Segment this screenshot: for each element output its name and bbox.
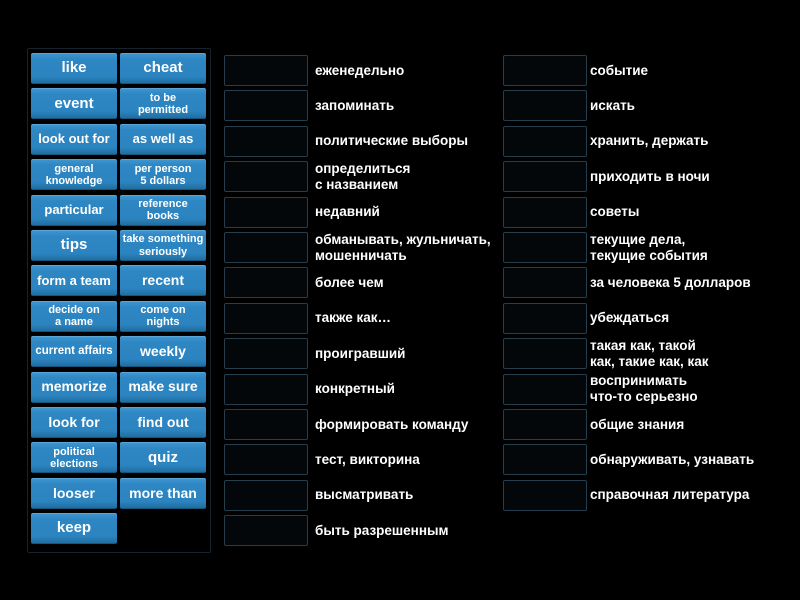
- answer-tile[interactable]: as well as: [120, 123, 206, 155]
- answer-tile[interactable]: general knowledge: [31, 159, 117, 191]
- drop-slot[interactable]: [224, 161, 308, 193]
- answer-tile[interactable]: current affairs: [31, 336, 117, 368]
- answer-tile[interactable]: particular: [31, 194, 117, 226]
- definition-label: обманывать, жульничать, мошенничать: [315, 231, 491, 263]
- drop-slot[interactable]: [503, 125, 587, 157]
- definition-label: политические выборы: [315, 133, 469, 149]
- answer-tile[interactable]: look for: [31, 407, 117, 438]
- answer-tile[interactable]: form a team: [31, 265, 117, 297]
- answer-tile[interactable]: decide on a name: [31, 300, 117, 332]
- answer-tile[interactable]: come on nights: [120, 300, 206, 332]
- answer-tile[interactable]: like: [31, 53, 117, 84]
- drop-slot[interactable]: [503, 55, 587, 86]
- answer-tile[interactable]: make sure: [120, 371, 206, 403]
- answer-tile[interactable]: more than: [120, 477, 206, 509]
- answer-tile[interactable]: memorize: [31, 371, 117, 403]
- definition-label: убеждаться: [590, 310, 670, 326]
- drop-slot[interactable]: [503, 232, 587, 263]
- definition-label: такая как, такой как, такие как, как: [590, 337, 709, 369]
- drop-slot[interactable]: [224, 196, 308, 228]
- drop-slot[interactable]: [224, 125, 308, 157]
- drop-slot[interactable]: [224, 515, 308, 547]
- answer-tile[interactable]: tips: [31, 230, 117, 261]
- definition-label: запоминать: [315, 97, 395, 113]
- drop-slot[interactable]: [503, 90, 587, 122]
- answer-tile[interactable]: to be permitted: [120, 88, 206, 120]
- definition-label: тест, викторина: [315, 451, 420, 467]
- definition-label: также как…: [315, 310, 392, 326]
- drop-slot[interactable]: [503, 338, 587, 370]
- answer-tile[interactable]: looser: [31, 477, 117, 509]
- definition-label: текущие дела, текущие события: [590, 231, 708, 263]
- drop-slot[interactable]: [503, 267, 587, 299]
- drop-slot[interactable]: [503, 302, 587, 334]
- definition-label: проигравший: [315, 345, 406, 361]
- definition-label: приходить в ночи: [590, 168, 710, 184]
- answer-tile-tray: [27, 48, 211, 553]
- answer-tile[interactable]: per person 5 dollars: [120, 159, 206, 191]
- definition-label: искать: [590, 97, 635, 113]
- answer-tile[interactable]: event: [31, 88, 117, 120]
- drop-slot[interactable]: [503, 373, 587, 405]
- definition-label: справочная литература: [590, 487, 750, 503]
- definition-label: советы: [590, 204, 640, 220]
- answer-tile[interactable]: political elections: [31, 442, 117, 474]
- drop-slot[interactable]: [224, 479, 308, 511]
- definition-label: формировать команду: [315, 416, 469, 432]
- answer-tile[interactable]: look out for: [31, 123, 117, 155]
- definition-label: более чем: [315, 274, 384, 290]
- answer-tile[interactable]: take something seriously: [120, 230, 206, 261]
- drop-slot[interactable]: [224, 232, 308, 263]
- answer-tile[interactable]: reference books: [120, 194, 206, 226]
- definition-label: воспринимать что-то серьезно: [590, 373, 698, 405]
- definition-label: событие: [590, 62, 649, 78]
- definition-label: обнаруживать, узнавать: [590, 451, 755, 467]
- definition-label: высматривать: [315, 487, 414, 503]
- definition-label: еженедельно: [315, 62, 405, 78]
- drop-slot[interactable]: [224, 338, 308, 370]
- drop-slot[interactable]: [503, 409, 587, 440]
- drop-slot[interactable]: [224, 373, 308, 405]
- drop-slot[interactable]: [224, 55, 308, 86]
- drop-slot[interactable]: [224, 444, 308, 476]
- answer-tile[interactable]: recent: [120, 265, 206, 297]
- definition-label: за человека 5 долларов: [590, 274, 751, 290]
- drop-slot[interactable]: [503, 196, 587, 228]
- answer-tile[interactable]: cheat: [120, 53, 206, 84]
- definition-label: быть разрешенным: [315, 522, 449, 538]
- drop-slot[interactable]: [224, 267, 308, 299]
- answer-tile[interactable]: find out: [120, 407, 206, 438]
- answer-tile[interactable]: weekly: [120, 336, 206, 368]
- drop-slot[interactable]: [503, 479, 587, 511]
- definition-label: недавний: [315, 204, 380, 220]
- drop-slot[interactable]: [503, 444, 587, 476]
- drop-slot[interactable]: [224, 90, 308, 122]
- answer-tile[interactable]: quiz: [120, 442, 206, 474]
- definition-label: определиться с названием: [315, 160, 411, 192]
- drop-slot[interactable]: [224, 409, 308, 440]
- answer-tile[interactable]: keep: [31, 513, 117, 545]
- definition-label: конкретный: [315, 381, 395, 397]
- definition-label: общие знания: [590, 416, 685, 432]
- definition-label: хранить, держать: [590, 133, 709, 149]
- drop-slot[interactable]: [503, 161, 587, 193]
- drop-slot[interactable]: [224, 302, 308, 334]
